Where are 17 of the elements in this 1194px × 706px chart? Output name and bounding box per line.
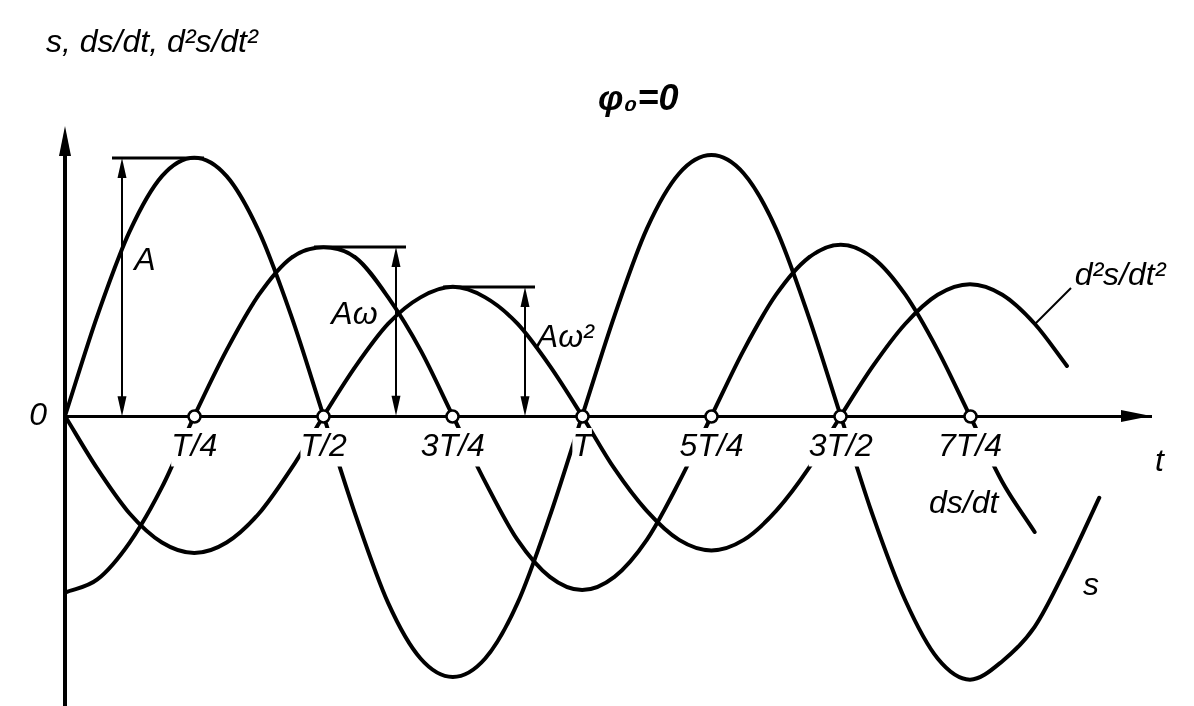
x-tick-label: 3T/4 [420, 427, 485, 464]
x-tick-label: T/2 [300, 427, 347, 464]
x-tick-label: T [572, 427, 595, 464]
annotation: Aω² [534, 318, 596, 355]
x-tick-label: 7T/4 [937, 427, 1003, 464]
x-tick-label: T/4 [171, 427, 218, 464]
series-label: d²s/dt² [1074, 255, 1167, 292]
x-tick-label: 5T/4 [679, 427, 744, 464]
series-label: s [1082, 566, 1099, 603]
x-tick-label: 3T/2 [808, 427, 873, 464]
chart-title: φ₀=0 [598, 77, 679, 118]
y-axis-title: s, ds/dt, d²s/dt² [46, 23, 258, 60]
annotation: Aω [329, 294, 378, 331]
annotation: A [132, 240, 156, 277]
x-axis-title: t [1155, 441, 1165, 478]
series-label: ds/dt [928, 483, 1000, 520]
text: 0 [29, 395, 48, 432]
